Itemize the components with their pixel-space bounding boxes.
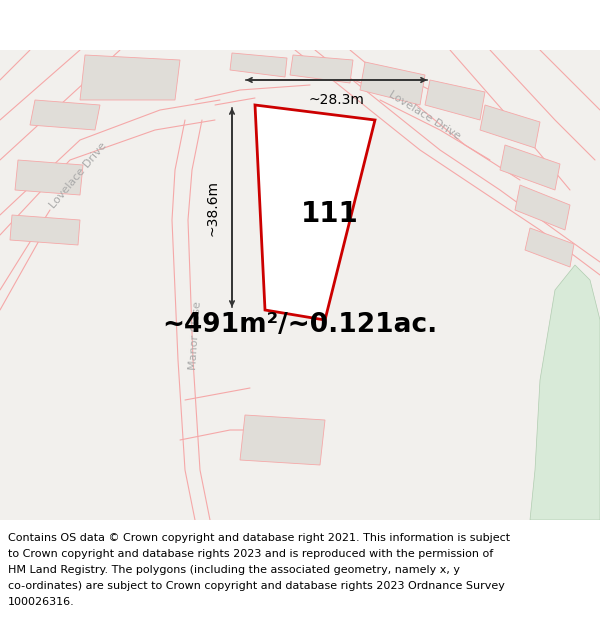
Polygon shape xyxy=(240,415,325,465)
Text: ~38.6m: ~38.6m xyxy=(205,179,219,236)
Polygon shape xyxy=(530,265,600,520)
Text: ~491m²/~0.121ac.: ~491m²/~0.121ac. xyxy=(163,312,437,338)
Polygon shape xyxy=(500,145,560,190)
Text: 111: 111 xyxy=(301,200,359,228)
Text: Map shows position and indicative extent of the property.: Map shows position and indicative extent… xyxy=(120,84,480,98)
Text: to Crown copyright and database rights 2023 and is reproduced with the permissio: to Crown copyright and database rights 2… xyxy=(8,549,493,559)
Text: Lovelace Drive: Lovelace Drive xyxy=(47,140,109,210)
Text: HM Land Registry. The polygons (including the associated geometry, namely x, y: HM Land Registry. The polygons (includin… xyxy=(8,565,460,575)
Polygon shape xyxy=(480,105,540,148)
Polygon shape xyxy=(80,55,180,100)
Polygon shape xyxy=(425,80,485,120)
Polygon shape xyxy=(515,185,570,230)
Polygon shape xyxy=(230,53,287,77)
Text: 111, LOVELACE DRIVE, WOKING, GU22 8SB: 111, LOVELACE DRIVE, WOKING, GU22 8SB xyxy=(117,64,483,79)
Polygon shape xyxy=(255,105,375,320)
Text: Contains OS data © Crown copyright and database right 2021. This information is : Contains OS data © Crown copyright and d… xyxy=(8,533,510,543)
Text: ~28.3m: ~28.3m xyxy=(308,93,364,107)
Text: Manor Close: Manor Close xyxy=(188,301,202,369)
Polygon shape xyxy=(360,62,425,105)
Polygon shape xyxy=(290,55,353,83)
Polygon shape xyxy=(525,228,574,267)
Polygon shape xyxy=(10,215,80,245)
Polygon shape xyxy=(30,100,100,130)
Text: 100026316.: 100026316. xyxy=(8,597,75,607)
Text: co-ordinates) are subject to Crown copyright and database rights 2023 Ordnance S: co-ordinates) are subject to Crown copyr… xyxy=(8,581,505,591)
Polygon shape xyxy=(15,160,83,195)
Text: Lovelace Drive: Lovelace Drive xyxy=(388,89,463,141)
